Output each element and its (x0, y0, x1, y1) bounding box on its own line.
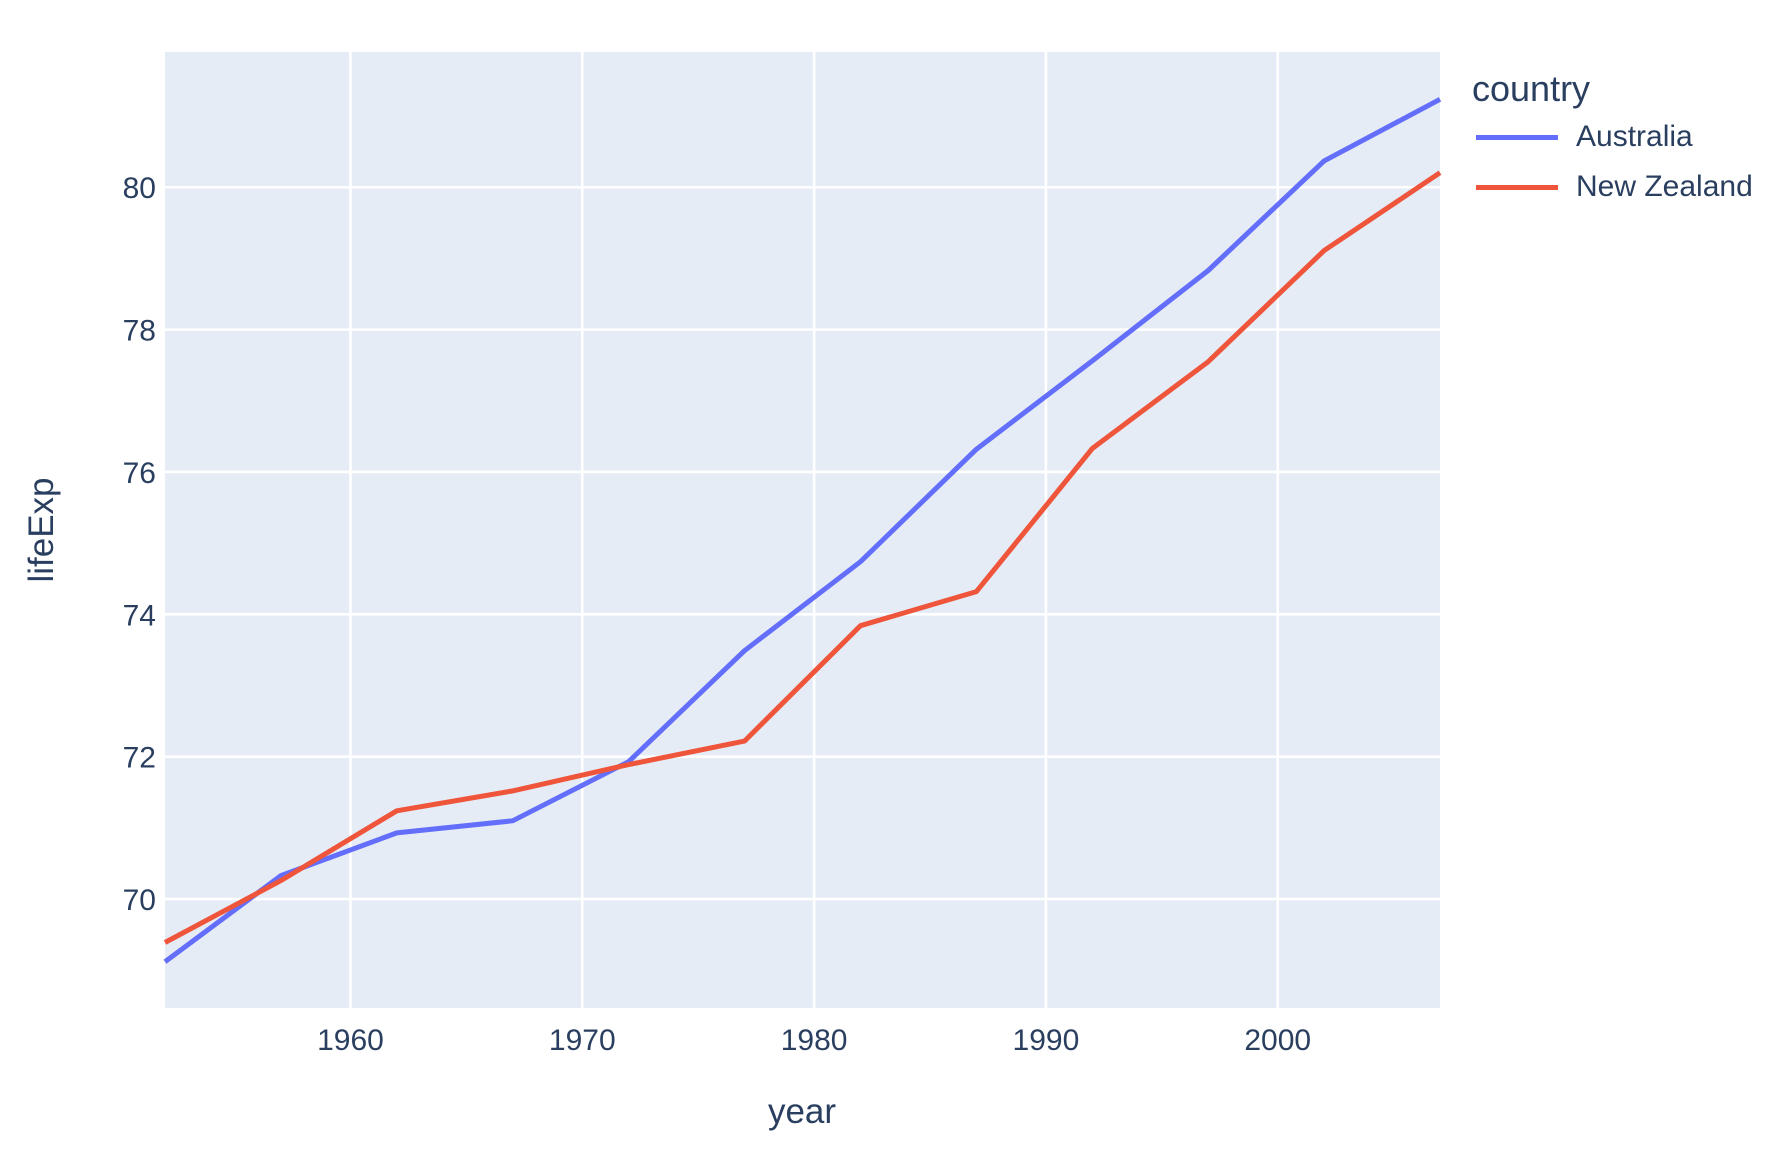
y-tick-label: 70 (123, 884, 156, 917)
x-tick-label: 1980 (781, 1024, 848, 1057)
legend-line-swatch (1476, 184, 1558, 190)
y-tick-label: 74 (123, 599, 156, 632)
legend-title: country (1472, 68, 1591, 109)
x-tick-label: 1970 (549, 1024, 616, 1057)
legend-line-swatch (1476, 134, 1558, 140)
y-tick-label: 78 (123, 315, 156, 348)
legend-items: Australia New Zealand (1470, 112, 1753, 212)
y-tick-label: 72 (123, 742, 156, 775)
x-tick-label: 1990 (1013, 1024, 1080, 1057)
legend-label: Australia (1576, 120, 1693, 153)
series-line-australia[interactable] (163, 97, 1442, 964)
y-tick-label: 76 (123, 457, 156, 490)
plot-background (165, 52, 1440, 1008)
legend: country Australia New Zealand (1470, 66, 1753, 212)
x-axis-title: year (767, 1092, 837, 1131)
x-tick-label: 2000 (1244, 1024, 1311, 1057)
legend-label: New Zealand (1576, 170, 1753, 203)
x-tick-label: 1960 (317, 1024, 384, 1057)
legend-item-australia[interactable]: Australia (1470, 112, 1753, 162)
legend-item-new-zealand[interactable]: New Zealand (1470, 162, 1753, 212)
y-axis-title: lifeExp (22, 477, 61, 583)
series-line-new-zealand[interactable] (163, 170, 1442, 945)
y-tick-label: 80 (123, 172, 156, 205)
